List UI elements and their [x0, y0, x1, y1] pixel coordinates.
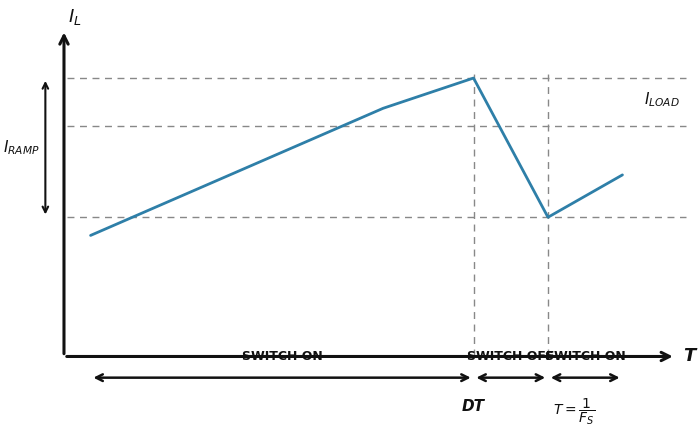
Text: $I_{LOAD}$: $I_{LOAD}$ — [644, 90, 680, 109]
Text: DT: DT — [462, 399, 485, 414]
Text: $I_{RAMP}$: $I_{RAMP}$ — [4, 138, 40, 157]
Text: $I_L$: $I_L$ — [68, 7, 82, 27]
Text: SWITCH ON: SWITCH ON — [241, 349, 323, 363]
Text: SWITCH ON: SWITCH ON — [545, 349, 626, 363]
Text: $T=\dfrac{1}{F_S}$: $T=\dfrac{1}{F_S}$ — [553, 396, 596, 427]
Text: SWITCH OFF: SWITCH OFF — [467, 349, 554, 363]
Text: T: T — [684, 348, 696, 365]
